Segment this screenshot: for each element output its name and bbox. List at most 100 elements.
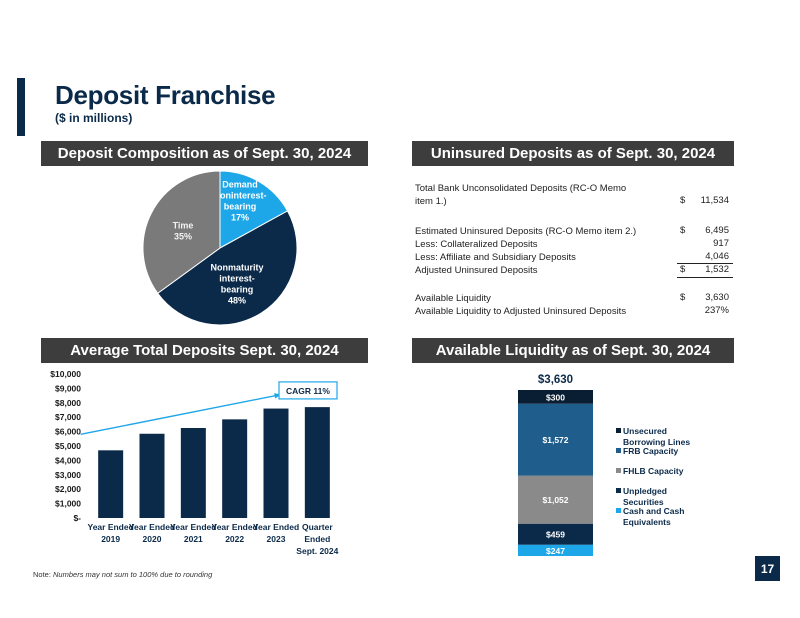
legend-swatch [616,448,621,453]
pie-slice [142,170,221,294]
x-tick-label: Year Ended [212,522,258,532]
y-tick-label: $2,000 [55,484,81,494]
bar [180,428,206,518]
segment-value-label: $247 [546,546,565,556]
pie-slice-label: 35% [174,232,192,242]
row-label: Less: Affiliate and Subsidiary Deposits [415,252,576,263]
legend-swatch [616,468,621,473]
row-value: 4,046 [705,251,729,262]
legend-label: FRB Capacity [623,446,679,456]
y-tick-label: $- [73,513,81,523]
legend-swatch [616,488,621,493]
pie-slice-label: Nonmaturity [210,263,263,273]
legend-label: Securities [623,497,664,507]
x-tick-label: 2020 [143,534,162,544]
row-label: item 1.) [415,196,447,207]
average-deposits-bar-chart: $10,000 $9,000 $8,000 $7,000 $6,000 $5,000 $4,… [50,369,338,556]
pie-slice-label: 48% [228,296,246,306]
y-tick-label: $4,000 [55,455,81,465]
page-title: Deposit Franchise [55,80,276,110]
x-tick-label: Year Ended [253,522,299,532]
row-value: 3,630 [705,292,729,303]
x-tick-label: Year Ended [129,522,175,532]
pie-slice-label: interest- [219,274,255,284]
pie-slice-label: Demand [222,180,258,190]
cagr-annotation-box [278,381,338,400]
bar [263,408,289,518]
legend-label: Unsecured [623,426,667,436]
row-value: 11,534 [700,195,729,206]
average-deposits-header: Average Total Deposits Sept. 30, 2024 [41,338,368,363]
row-label: Adjusted Uninsured Deposits [415,265,538,276]
x-tick-label: Year Ended [88,522,134,532]
row-value: 6,495 [705,225,729,236]
bar [139,433,165,518]
pie-slice [219,170,289,249]
y-tick-label: $1,000 [55,499,81,509]
segment-value-label: $459 [546,530,565,540]
row-label: Estimated Uninsured Deposits (RC-O Memo … [415,226,637,237]
available-liquidity-stacked-chart: $3,630 $247 $459 $1,052 $1,572 $300 UnsecuredB… [518,374,690,556]
legend-label: FHLB Capacity [623,466,684,476]
row-value: 917 [713,238,729,249]
x-tick-label: Ended [304,534,330,544]
stacked-segment [518,390,593,404]
liquidity-total-label: $3,630 [538,374,573,386]
y-tick-label: $6,000 [55,427,81,437]
table-row: Less: Collateralized Deposits 917 [415,238,735,251]
legend-label: Cash and Cash [623,506,684,516]
y-tick-label: $3,000 [55,470,81,480]
segment-value-label: $1,052 [543,495,569,505]
deposit-composition-pie-chart: DemandNoninterest-bearing17%Nonmaturityi… [142,170,298,326]
total-underline [677,264,733,278]
x-tick-label: 2022 [225,534,244,544]
legend-label: Unpledged [623,486,667,496]
table-row: Less: Affiliate and Subsidiary Deposits … [415,251,735,264]
pie-slice-label: bearing [224,202,257,212]
table-row: Available Liquidity $ 3,630 [415,292,735,305]
legend-label: Borrowing Lines [623,437,690,447]
cagr-annotation: CAGR 11% [286,386,330,396]
trend-arrow-line [80,393,282,436]
page-number: 17 [755,556,780,581]
row-label: Less: Collateralized Deposits [415,239,538,250]
y-tick-label: $7,000 [55,412,81,422]
stacked-segment [518,475,593,524]
segment-value-label: $1,572 [543,435,569,445]
table-row: item 1.) $ 11,534 [415,195,735,208]
legend-swatch [616,428,621,433]
y-tick-label: $8,000 [55,398,81,408]
y-tick-label: $5,000 [55,441,81,451]
table-row: Available Liquidity to Adjusted Uninsure… [415,305,735,318]
currency-symbol: $ [680,195,686,206]
x-tick-label: 2023 [267,534,286,544]
uninsured-header: Uninsured Deposits as of Sept. 30, 2024 [412,141,734,166]
bar [98,450,124,518]
row-label: Available Liquidity to Adjusted Uninsure… [415,306,627,317]
currency-symbol: $ [680,225,686,236]
bar [304,407,330,518]
liquidity-header: Available Liquidity as of Sept. 30, 2024 [412,338,734,363]
currency-symbol: $ [680,292,686,303]
y-tick-label: $10,000 [50,369,81,379]
page-subtitle: ($ in millions) [55,111,133,125]
stacked-segment [518,523,593,545]
footnote-prefix: Note: [33,570,54,579]
bar [222,419,248,518]
segment-value-label: $300 [546,392,565,402]
row-value: 1,532 [705,264,729,275]
legend-swatch [616,508,621,513]
pie-slice-label: 17% [231,213,249,223]
x-tick-label: Sept. 2024 [296,546,338,556]
table-row: Adjusted Uninsured Deposits $ 1,532 [415,264,735,278]
legend-label: Equivalents [623,517,671,527]
row-value: 237% [704,305,729,316]
pie-slice-label: Noninterest- [213,191,266,201]
stacked-segment [518,544,593,556]
x-tick-label: 2021 [184,534,203,544]
pie-slice-label: Time [173,221,194,231]
x-tick-label: 2019 [101,534,120,544]
y-tick-label: $9,000 [55,383,81,393]
pie-slice-label: bearing [221,285,254,295]
row-label: Total Bank Unconsolidated Deposits (RC-O… [415,183,627,194]
